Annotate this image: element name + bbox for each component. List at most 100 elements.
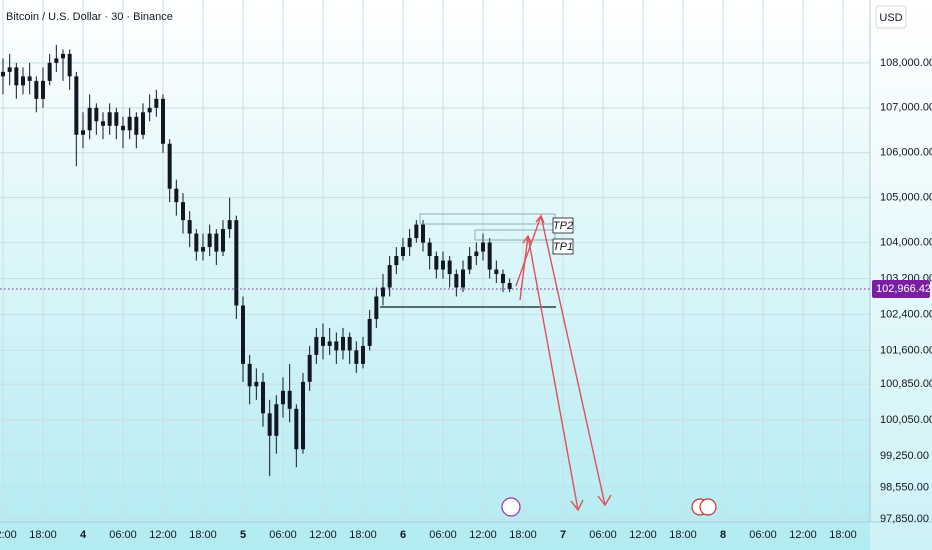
candle-body xyxy=(314,336,319,355)
last-price-box xyxy=(872,280,930,299)
candle-body xyxy=(27,76,32,81)
tp1-zone xyxy=(474,229,556,241)
drawings xyxy=(380,213,717,517)
candle-body xyxy=(181,202,185,221)
candle-body xyxy=(487,242,492,270)
currency-box[interactable] xyxy=(875,5,907,29)
candle-body xyxy=(347,336,352,351)
candle-body xyxy=(201,247,205,252)
candle-body xyxy=(294,408,299,450)
candle-body xyxy=(494,269,499,275)
x-tick-label: 18:00 xyxy=(829,529,857,541)
candle-body xyxy=(234,220,239,306)
candle-body xyxy=(501,274,505,284)
candle-body xyxy=(61,53,65,59)
arrow-head xyxy=(570,499,584,512)
candle-body xyxy=(421,224,425,243)
candle-body xyxy=(207,233,212,248)
chart-title: Bitcoin / U.S. Dollar · 30 · Binance xyxy=(6,11,173,23)
candle-body xyxy=(147,107,152,113)
candle-body xyxy=(141,112,145,135)
candle-body xyxy=(54,58,59,63)
candle-body xyxy=(187,220,192,234)
x-tick-label: 12:00 xyxy=(469,529,497,541)
x-tick-label: 12:00 xyxy=(629,529,657,541)
candle-body xyxy=(361,345,365,364)
candle-body xyxy=(327,341,332,346)
candle-body xyxy=(107,112,112,126)
candle-body xyxy=(241,305,245,364)
candle-body xyxy=(254,381,259,387)
y-tick-label: 106,000.00 xyxy=(880,147,932,159)
x-tick-label: 06:00 xyxy=(429,529,457,541)
event-icon[interactable] xyxy=(699,498,717,516)
candle-body xyxy=(507,283,512,290)
candle-body xyxy=(227,220,232,230)
x-tick-label: 12:00 xyxy=(149,529,177,541)
candle-body xyxy=(427,242,432,257)
candle-body xyxy=(321,336,325,346)
candle-body xyxy=(307,354,312,382)
candle-body xyxy=(194,233,199,252)
arrow-head xyxy=(597,494,612,507)
candle-body xyxy=(454,274,459,288)
candle-body xyxy=(247,363,252,387)
tp2-label: TP2 xyxy=(553,220,573,232)
x-tick-label: 18:00 xyxy=(29,529,57,541)
candle-body xyxy=(94,107,99,122)
candle-body xyxy=(114,112,119,126)
candle-body xyxy=(481,242,485,252)
x-tick-label: 4 xyxy=(80,529,87,541)
candle-body xyxy=(441,260,445,270)
candle-body xyxy=(161,98,165,144)
candle-body xyxy=(341,336,345,351)
x-tick-label: 12:00 xyxy=(0,529,17,541)
candle-body xyxy=(74,76,79,135)
last-price-label: 102,966.42 xyxy=(876,283,931,295)
arrow-head xyxy=(522,234,532,244)
candle-body xyxy=(121,125,125,131)
candle-body xyxy=(221,229,225,252)
candle-body xyxy=(354,350,359,364)
candle-body xyxy=(461,269,465,288)
y-tick-label: 97,850.00 xyxy=(880,513,929,525)
x-tick-label: 18:00 xyxy=(189,529,217,541)
y-tick-label: 100,050.00 xyxy=(880,414,932,426)
candle-body xyxy=(381,287,385,297)
candle-body xyxy=(41,80,45,99)
candle-body xyxy=(14,67,19,86)
y-tick-label: 107,000.00 xyxy=(880,102,932,114)
candle-body xyxy=(301,381,305,450)
candle-body xyxy=(374,296,379,319)
candle-body xyxy=(401,247,405,257)
arrow-head xyxy=(535,214,545,224)
y-tick-label: 104,000.00 xyxy=(880,236,932,248)
label-box xyxy=(552,217,574,234)
candle-body xyxy=(127,116,132,131)
candle-body xyxy=(101,121,105,126)
candle-body xyxy=(407,238,412,248)
candle-body xyxy=(154,98,159,108)
candle-body xyxy=(281,390,285,405)
candle-body xyxy=(0,71,5,77)
x-tick-label: 06:00 xyxy=(269,529,297,541)
y-tick-label: 99,250.00 xyxy=(880,450,929,462)
x-tick-label: 12:00 xyxy=(789,529,817,541)
tp1-label: TP1 xyxy=(553,241,573,253)
candle-body xyxy=(334,341,339,351)
x-tick-label: 18:00 xyxy=(349,529,377,541)
label-box xyxy=(552,238,574,255)
candle-body xyxy=(474,251,479,257)
candle-body xyxy=(434,256,439,270)
candle-body xyxy=(167,143,172,189)
y-tick-label: 101,600.00 xyxy=(880,344,932,356)
y-tick-label: 102,400.00 xyxy=(880,308,932,320)
currency: USD xyxy=(879,12,902,24)
event-icon[interactable] xyxy=(501,497,521,517)
y-tick-label: 98,550.00 xyxy=(880,481,929,493)
candle-body xyxy=(414,224,419,239)
candle-body xyxy=(214,233,219,252)
